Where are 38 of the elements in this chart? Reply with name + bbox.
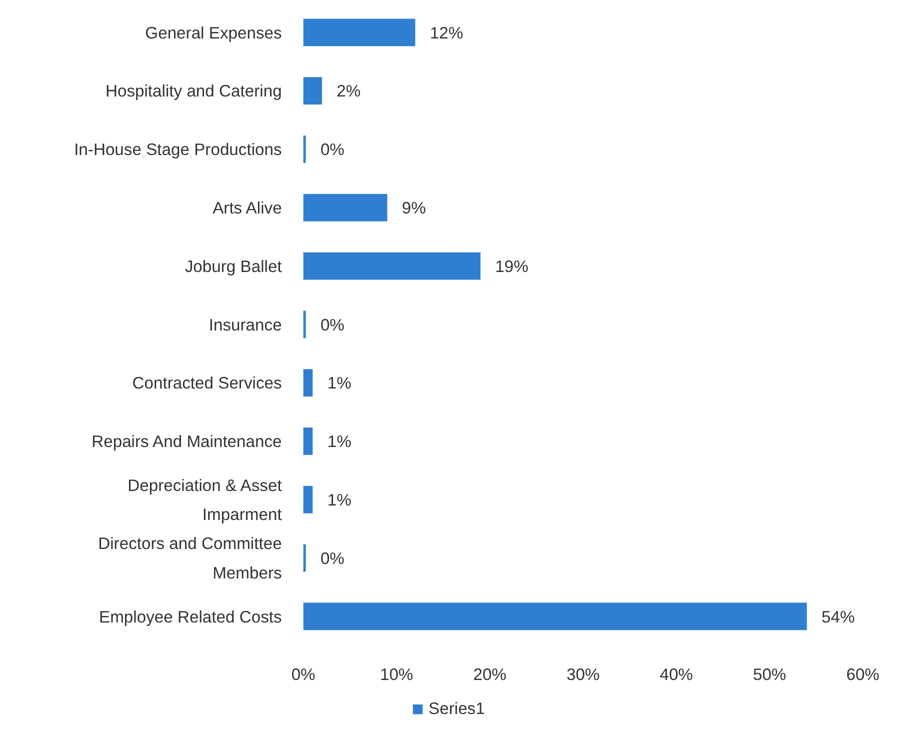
legend-label: Series1 [428,699,485,718]
bar [303,369,313,397]
data-label: 9% [402,198,426,218]
x-tick-label: 0% [291,664,316,684]
data-label: 1% [327,432,352,452]
y-tick-label: Joburg Ballet [184,256,282,276]
bar [303,77,322,105]
y-tick-label: Insurance [208,315,282,334]
bar [303,18,416,46]
y-tick-label: Contracted Services [132,374,282,393]
data-label: 19% [495,256,529,276]
bar [303,428,313,455]
data-label: 2% [336,82,361,101]
data-label: 1% [327,374,352,393]
y-tick-label: Arts Alive [212,198,282,218]
data-label: 0% [320,140,345,160]
data-label: 54% [822,607,856,626]
y-tick-label: Employee Related Costs [99,607,282,626]
y-tick-label: General Expenses [145,23,282,42]
bar [303,194,388,222]
bar [303,252,481,280]
bar [303,602,807,630]
y-tick-label: Directors and Committee Members [98,534,282,583]
y-tick-label: In-House Stage Productions [74,140,282,160]
x-tick-label: 20% [473,664,507,684]
x-tick-label: 40% [660,664,694,684]
bar [303,486,313,514]
x-tick-label: 10% [380,664,414,684]
y-tick-label: Repairs And Maintenance [92,432,282,452]
y-tick-label: Depreciation & Asset Imparment [128,476,282,524]
x-tick-label: 60% [846,664,880,684]
data-label: 1% [327,490,352,510]
data-label: 0% [320,315,345,334]
x-tick-label: 30% [566,664,600,684]
data-label: 0% [320,548,345,568]
y-tick-label: Hospitality and Catering [105,82,282,101]
x-tick-label: 50% [752,664,786,684]
data-label: 12% [430,23,464,42]
